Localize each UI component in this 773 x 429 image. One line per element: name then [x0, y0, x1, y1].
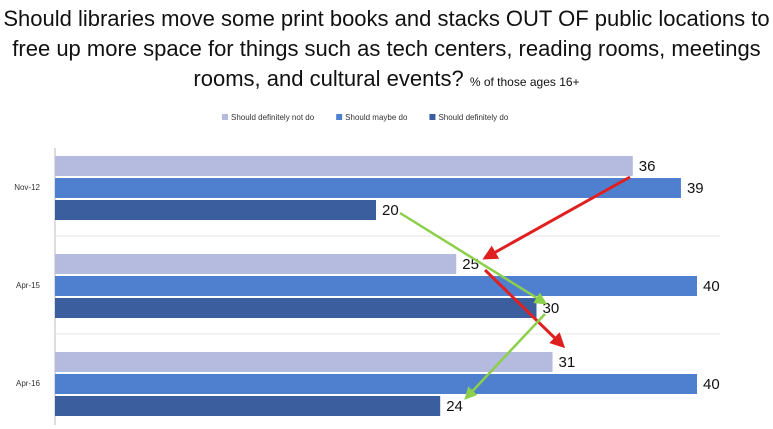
legend-label: Should definitely not do — [231, 113, 315, 122]
data-label: 20 — [382, 202, 399, 219]
data-label: 40 — [703, 278, 720, 295]
annotation-arrow — [464, 313, 546, 400]
chart-title: Should libraries move some print books a… — [3, 6, 770, 91]
bar — [55, 352, 553, 372]
bar — [55, 298, 537, 318]
legend-swatch — [429, 114, 436, 120]
bar — [55, 254, 457, 274]
legend-label: Should maybe do — [345, 113, 408, 122]
y-tick-label: Nov-12 — [14, 183, 40, 192]
data-label: 39 — [687, 180, 704, 197]
title-block: Should libraries move some print books a… — [0, 4, 773, 97]
y-tick-label: Apr-16 — [16, 379, 41, 388]
annotation-arrow — [399, 211, 548, 305]
legend-label: Should definitely do — [438, 113, 508, 122]
bar — [55, 276, 697, 296]
bar — [55, 396, 441, 416]
bar — [55, 178, 681, 198]
bar — [55, 374, 697, 394]
annotation-arrow — [483, 268, 566, 349]
annotation-arrow — [482, 175, 631, 260]
y-tick-label: Apr-15 — [16, 281, 41, 290]
bar — [55, 156, 633, 176]
data-label: 36 — [639, 158, 656, 175]
data-label: 40 — [703, 376, 720, 393]
chart-subtitle: % of those ages 16+ — [469, 75, 580, 89]
legend-swatch — [222, 114, 228, 120]
bar — [55, 200, 376, 220]
data-label: 25 — [462, 256, 479, 273]
data-label: 31 — [559, 354, 576, 371]
data-label: 24 — [446, 398, 463, 415]
legend-swatch — [336, 114, 343, 120]
